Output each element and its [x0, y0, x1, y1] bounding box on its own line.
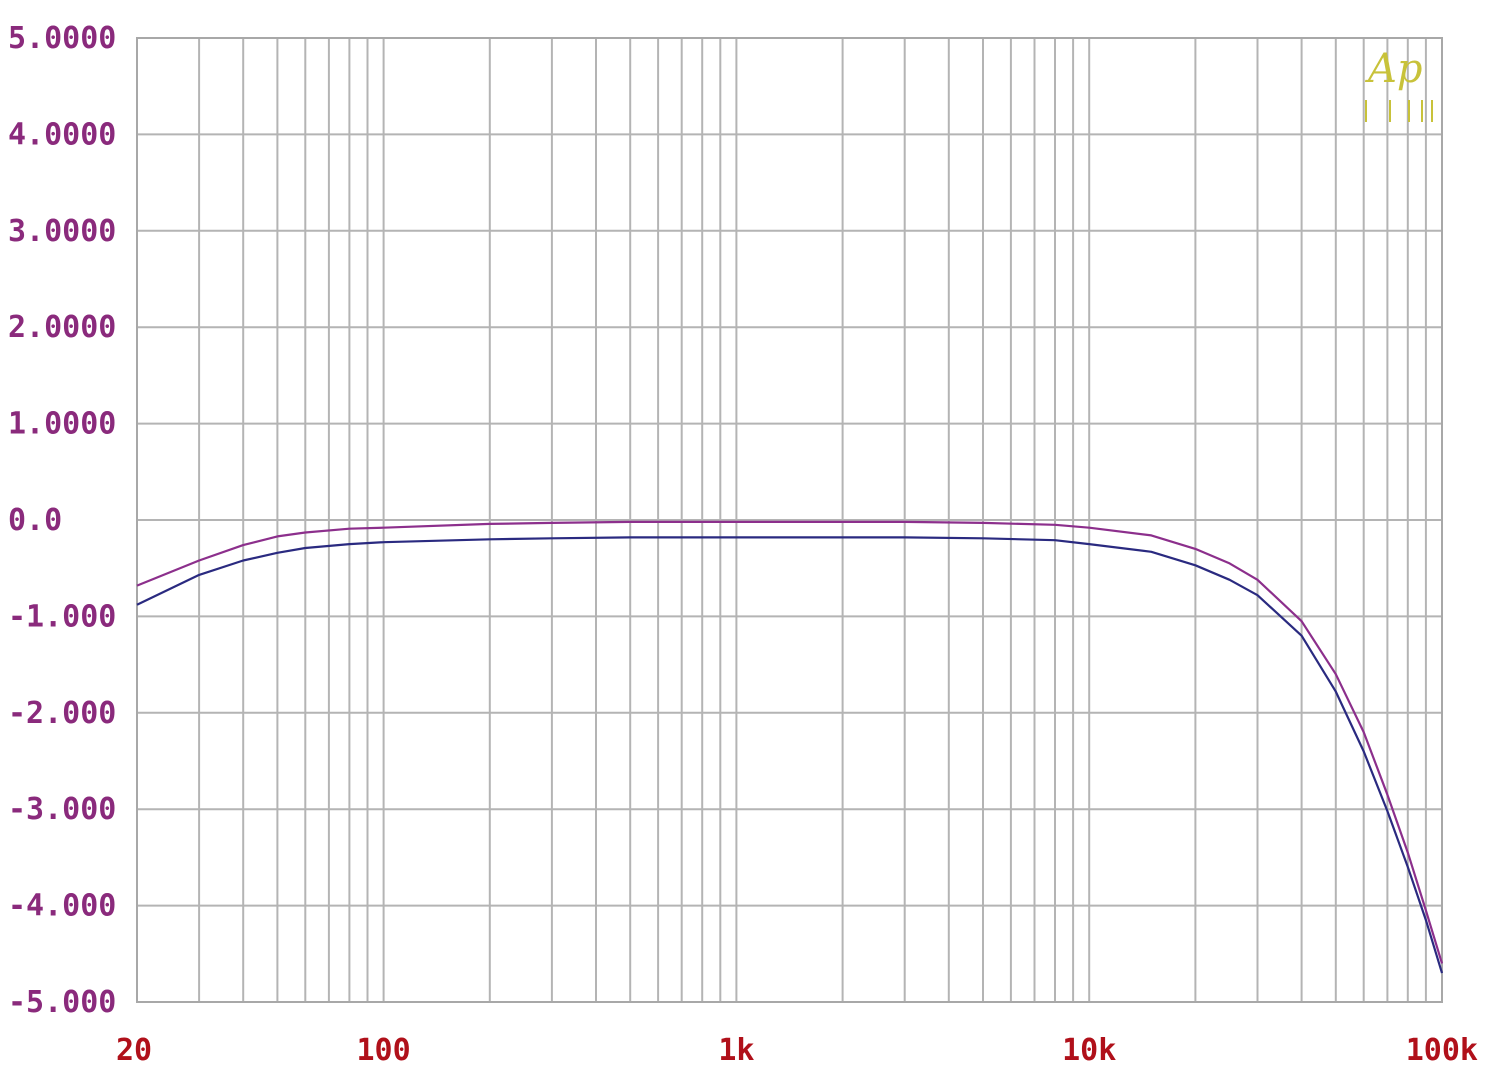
- x-tick-label: 100k: [1406, 1033, 1478, 1068]
- y-tick-label: 1.0000: [8, 407, 116, 442]
- series-line-1: [136, 520, 1444, 964]
- y-tick-label: -1.000: [8, 599, 116, 634]
- y-tick-label: -5.000: [8, 985, 116, 1020]
- y-axis-tick-labels: 5.0000 4.0000 3.0000 2.0000 1.0000 0.0 -1.000 -…: [8, 21, 116, 1020]
- series-lines: [136, 520, 1444, 974]
- x-tick-label: 100: [357, 1033, 411, 1068]
- y-tick-label: 0.0: [8, 503, 62, 538]
- x-tick-label: 1k: [718, 1033, 754, 1068]
- x-tick-label: 20: [116, 1033, 152, 1068]
- audio-precision-logo: Ap: [1364, 46, 1433, 122]
- series-line-2: [136, 536, 1444, 974]
- logo-bars: [1365, 100, 1433, 122]
- x-axis-tick-labels: 20 100 1k 10k 100k: [116, 1033, 1478, 1068]
- y-tick-label: 4.0000: [8, 117, 116, 152]
- y-tick-label: -3.000: [8, 792, 116, 827]
- y-tick-label: -2.000: [8, 696, 116, 731]
- plot-frame: [136, 37, 1443, 1003]
- y-tick-label: 2.0000: [8, 310, 116, 345]
- logo-text: Ap: [1364, 46, 1423, 92]
- x-tick-label: 10k: [1062, 1033, 1116, 1068]
- y-tick-label: -4.000: [8, 889, 116, 924]
- y-tick-label: 3.0000: [8, 214, 116, 249]
- y-tick-label: 5.0000: [8, 21, 116, 56]
